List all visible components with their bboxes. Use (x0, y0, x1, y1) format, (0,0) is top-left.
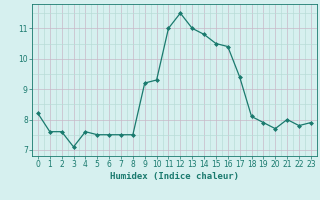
X-axis label: Humidex (Indice chaleur): Humidex (Indice chaleur) (110, 172, 239, 181)
